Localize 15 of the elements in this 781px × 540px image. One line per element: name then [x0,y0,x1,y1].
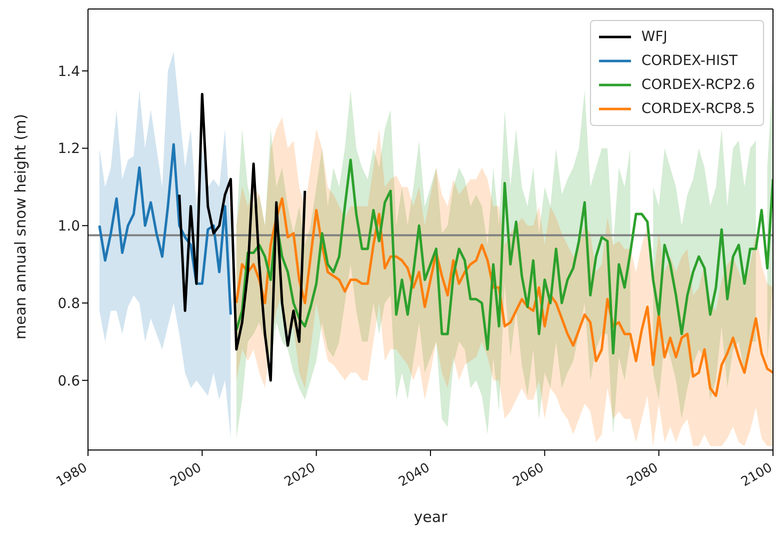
y-tick-label: 1.0 [58,218,80,235]
y-axis-title: mean annual snow height (m) [11,114,30,340]
x-axis-title: year [414,508,448,526]
y-tick-label: 0.8 [58,296,80,312]
y-tick-label: 1.2 [58,141,80,158]
line-series [235,197,773,398]
legend-label: WFJ [641,29,668,45]
legend-label: CORDEX-RCP2.6 [641,77,755,93]
y-tick-label: 1.4 [58,64,80,80]
line-series [98,143,232,316]
legend-label: CORDEX-HIST [641,53,738,69]
y-tick-label: 0.6 [58,373,80,390]
line-series [235,158,773,355]
line-series [178,92,306,382]
legend-label: CORDEX-RCP8.5 [641,101,755,117]
